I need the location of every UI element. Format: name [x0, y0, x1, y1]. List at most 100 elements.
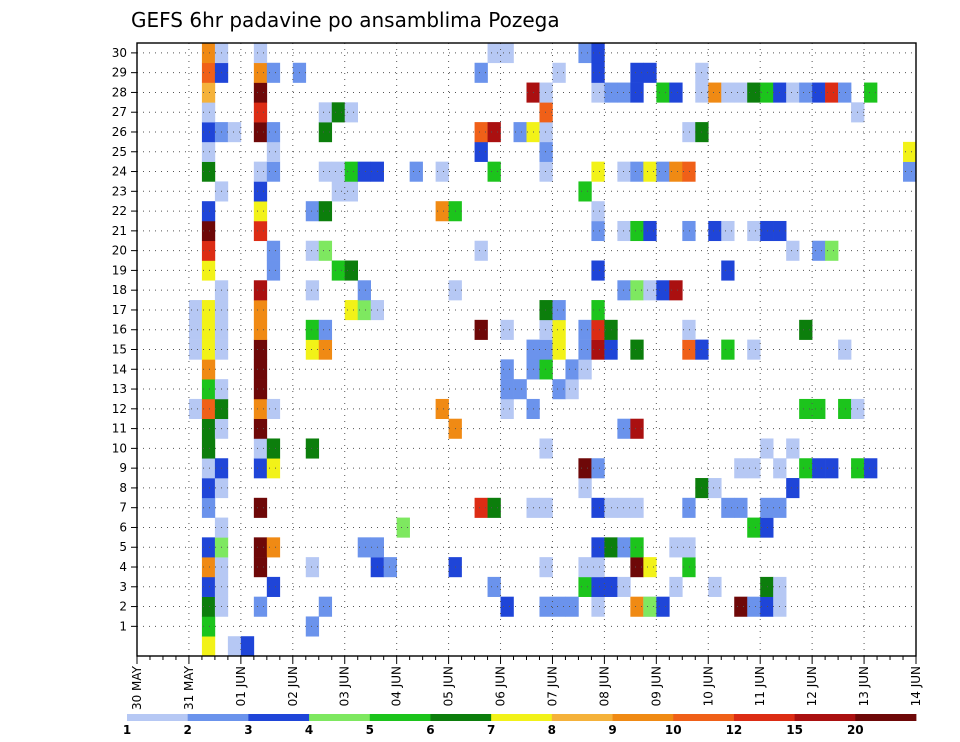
- heatmap-cell: [838, 82, 852, 103]
- heatmap-cell: [513, 122, 527, 143]
- heatmap-cell: [539, 596, 553, 617]
- x-axis: 30 MAY 31 MAY 01 JUN 02 JUN 03 JUN 04 JUN 05 J…: [130, 656, 923, 710]
- heatmap-cell: [643, 62, 657, 83]
- heatmap-cell: [617, 82, 631, 103]
- heatmap-cell: [201, 478, 216, 499]
- y-tick-label: 6: [119, 520, 127, 534]
- heatmap-cell: [669, 280, 683, 301]
- heatmap-cell: [721, 220, 735, 242]
- heatmap-cell: [578, 576, 592, 597]
- heatmap-cell: [747, 517, 761, 538]
- heatmap-cell: [435, 398, 449, 420]
- x-tick-label: 05 JUN: [442, 666, 456, 706]
- heatmap-cell: [578, 339, 592, 360]
- heatmap-cell: [500, 359, 514, 380]
- heatmap-cell: [201, 319, 216, 340]
- heatmap-cell: [539, 557, 553, 578]
- colorbar-label: 7: [487, 723, 495, 737]
- heatmap-cell: [357, 300, 371, 321]
- heatmap-cell: [201, 497, 216, 518]
- heatmap-cell: [253, 438, 268, 459]
- heatmap-cell: [591, 260, 605, 281]
- x-tick-label: 11 JUN: [753, 666, 767, 706]
- heatmap-cell: [513, 379, 527, 400]
- heatmap-cell: [825, 458, 839, 479]
- heatmap-cell: [682, 122, 696, 143]
- heatmap-cell: [253, 339, 268, 360]
- x-tick-label: 12 JUN: [805, 666, 819, 706]
- grid-layer: [137, 43, 916, 656]
- heatmap-cell: [266, 62, 281, 83]
- heatmap-cell: [266, 438, 281, 459]
- heatmap-cell: [487, 161, 501, 182]
- y-tick-label: 26: [112, 125, 127, 139]
- heatmap-cell: [630, 596, 644, 617]
- heatmap-cell: [578, 181, 592, 202]
- y-tick-label: 17: [112, 303, 127, 317]
- heatmap-cell: [331, 102, 346, 123]
- y-axis: 1234567891011121314151617181920212223242…: [112, 46, 137, 633]
- y-tick-label: 18: [112, 283, 127, 297]
- heatmap-cell: [786, 438, 800, 459]
- heatmap-cell: [591, 319, 605, 340]
- heatmap-cell: [201, 359, 216, 380]
- heatmap-cell: [201, 438, 216, 459]
- heatmap-cell: [344, 161, 359, 182]
- heatmap-cell: [708, 220, 722, 242]
- heatmap-cell: [630, 537, 644, 558]
- heatmap-cell: [253, 43, 268, 64]
- heatmap-cell: [539, 161, 553, 182]
- heatmap-cell: [591, 596, 605, 617]
- colorbar-swatch: [309, 714, 371, 721]
- heatmap-cell: [266, 458, 281, 479]
- heatmap-cell: [682, 557, 696, 578]
- colorbar-swatch: [430, 714, 492, 721]
- heatmap-cell: [500, 596, 514, 617]
- heatmap-cell: [201, 557, 216, 578]
- heatmap-cell: [357, 537, 371, 558]
- heatmap-cell: [760, 517, 774, 538]
- y-tick-label: 20: [112, 244, 127, 258]
- heatmap-cell: [565, 596, 579, 617]
- heatmap-cell: [656, 596, 670, 617]
- heatmap-cell: [578, 319, 592, 340]
- heatmap-cell: [591, 161, 605, 182]
- heatmap-cell: [201, 43, 216, 64]
- heatmap-cell: [630, 280, 644, 301]
- y-tick-label: 25: [112, 145, 127, 159]
- heatmap-cell: [552, 300, 566, 321]
- heatmap-cell: [591, 201, 605, 222]
- heatmap-cell: [201, 240, 216, 261]
- colorbar-label: 3: [244, 723, 252, 737]
- heatmap-cell: [630, 62, 644, 83]
- heatmap-cell: [552, 339, 566, 360]
- heatmap-cell: [578, 359, 592, 380]
- heatmap-cell: [643, 557, 657, 578]
- heatmap-cell: [487, 497, 501, 518]
- y-tick-label: 10: [112, 441, 127, 455]
- heatmap-cell: [344, 260, 359, 281]
- heatmap-cell: [864, 82, 878, 103]
- colorbar-swatch: [673, 714, 735, 721]
- y-tick-label: 29: [112, 66, 127, 80]
- heatmap-cell: [812, 458, 826, 479]
- heatmap-cell: [552, 379, 566, 400]
- heatmap-cell: [734, 596, 748, 617]
- y-tick-label: 12: [112, 402, 127, 416]
- heatmap-cell: [617, 537, 631, 558]
- heatmap-cell: [266, 398, 281, 420]
- heatmap-cell: [591, 537, 605, 558]
- heatmap-cell: [721, 260, 735, 281]
- heatmap-cell: [331, 260, 346, 281]
- heatmap-cell: [474, 319, 488, 340]
- heatmap-cell: [188, 300, 203, 321]
- heatmap-cell: [539, 319, 553, 340]
- heatmap-cell: [318, 122, 333, 143]
- heatmap-cell: [539, 122, 553, 143]
- heatmap-cell: [656, 161, 670, 182]
- heatmap-cell: [578, 458, 592, 479]
- heatmap-cell: [305, 339, 320, 360]
- heatmap-cell: [786, 82, 800, 103]
- heatmap-cell: [617, 576, 631, 597]
- colorbar-swatch: [369, 714, 431, 721]
